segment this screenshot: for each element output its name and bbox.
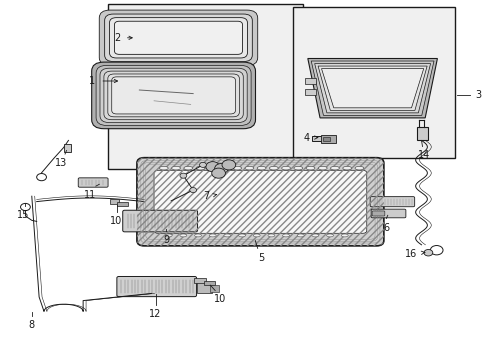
Bar [204,281,215,285]
FancyBboxPatch shape [78,178,108,187]
Bar [193,278,205,283]
Ellipse shape [354,166,363,170]
Circle shape [423,249,432,256]
FancyBboxPatch shape [369,197,414,207]
Text: 3: 3 [474,90,481,100]
Ellipse shape [257,166,265,170]
FancyBboxPatch shape [92,62,255,129]
Ellipse shape [293,166,302,170]
Text: 5: 5 [258,253,264,263]
Text: 2: 2 [114,33,120,43]
Text: 7: 7 [203,191,209,201]
Ellipse shape [253,234,260,237]
Bar [117,202,128,206]
Text: 10: 10 [110,216,122,226]
Circle shape [199,162,206,167]
Ellipse shape [208,166,217,170]
Ellipse shape [165,234,172,237]
Bar [107,4,303,169]
Ellipse shape [326,234,333,237]
Polygon shape [314,63,429,113]
Circle shape [222,160,235,170]
FancyBboxPatch shape [114,21,242,54]
Ellipse shape [342,166,351,170]
Circle shape [214,163,228,174]
FancyBboxPatch shape [100,68,246,122]
Bar [322,137,329,141]
Text: 16: 16 [404,249,416,259]
FancyBboxPatch shape [371,211,384,216]
Bar [305,89,315,95]
Text: 1: 1 [89,76,95,86]
Ellipse shape [183,166,192,170]
Polygon shape [307,58,437,118]
Ellipse shape [194,234,201,237]
Ellipse shape [209,234,216,237]
Ellipse shape [159,166,168,170]
Text: 9: 9 [163,235,169,245]
Ellipse shape [269,166,278,170]
Ellipse shape [232,166,241,170]
Ellipse shape [297,234,304,237]
FancyBboxPatch shape [117,276,196,297]
FancyBboxPatch shape [107,74,239,117]
Text: 14: 14 [417,150,430,161]
FancyBboxPatch shape [370,209,405,218]
Text: 4: 4 [303,132,309,143]
Bar [305,78,315,84]
Bar [197,282,211,293]
Text: 15: 15 [17,210,30,220]
Ellipse shape [244,166,253,170]
FancyBboxPatch shape [103,71,243,120]
Ellipse shape [305,166,314,170]
Ellipse shape [224,234,230,237]
Bar [63,144,71,152]
Ellipse shape [341,234,347,237]
Ellipse shape [171,166,180,170]
Text: 11: 11 [84,190,97,200]
Polygon shape [321,68,423,108]
Bar [416,127,427,140]
FancyBboxPatch shape [96,65,251,126]
Ellipse shape [196,166,204,170]
Ellipse shape [318,166,326,170]
Text: 6: 6 [383,223,388,233]
Circle shape [211,168,225,178]
FancyBboxPatch shape [122,210,197,232]
Bar [293,7,454,158]
FancyBboxPatch shape [109,18,247,58]
Text: 8: 8 [29,320,35,330]
Ellipse shape [311,234,318,237]
Bar [321,135,335,143]
FancyBboxPatch shape [137,158,383,246]
FancyBboxPatch shape [99,10,257,66]
Polygon shape [317,66,427,110]
Ellipse shape [330,166,339,170]
Ellipse shape [180,234,186,237]
Ellipse shape [281,166,290,170]
Ellipse shape [267,234,274,237]
Circle shape [180,173,186,178]
Text: 12: 12 [149,309,162,319]
Bar [311,136,322,141]
FancyBboxPatch shape [111,77,235,114]
Bar [210,285,219,292]
Circle shape [189,188,196,193]
Polygon shape [310,61,433,115]
Circle shape [205,162,219,172]
Bar [110,199,119,204]
Text: 13: 13 [55,158,67,168]
Ellipse shape [282,234,289,237]
FancyBboxPatch shape [154,170,366,233]
Ellipse shape [220,166,229,170]
FancyBboxPatch shape [104,14,252,62]
Ellipse shape [238,234,245,237]
Text: 10: 10 [213,294,226,304]
